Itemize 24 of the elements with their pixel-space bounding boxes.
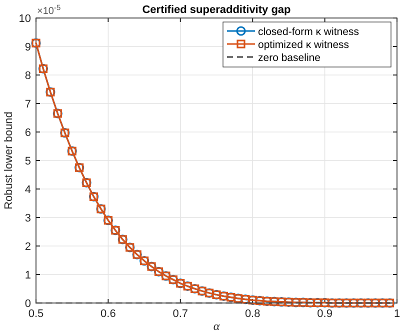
y-tick-label: 0 <box>24 298 31 310</box>
x-tick-label: 0.8 <box>244 308 260 320</box>
y-tick-label: 10 <box>18 13 31 25</box>
legend-label: zero baseline <box>258 52 321 64</box>
x-tick-label: 0.9 <box>317 308 332 320</box>
legend-label: optimized κ witness <box>258 39 350 51</box>
x-tick-label: 0.5 <box>28 308 44 320</box>
y-tick-label: 1 <box>24 270 31 282</box>
y-tick-label: 7 <box>24 98 31 110</box>
x-tick-label: 0.6 <box>100 308 116 320</box>
y-tick-label: 9 <box>24 42 31 54</box>
x-tick-label: 0.7 <box>172 308 188 320</box>
y-tick-label: 8 <box>24 70 31 82</box>
y-axis-title: Robust lower bound <box>3 112 15 210</box>
legend-label: closed-form κ witness <box>258 26 359 38</box>
y-tick-label: 5 <box>24 156 31 168</box>
x-tick-label: 1 <box>394 308 400 320</box>
text: ×10$^{-5}$ <box>37 2 61 17</box>
y-tick-label: 4 <box>24 184 31 196</box>
y-tick-label: 3 <box>24 212 31 224</box>
y-tick-label: 2 <box>24 241 31 253</box>
y-tick-label: 6 <box>24 127 31 139</box>
x-axis-title: α <box>213 319 220 333</box>
chart-title: Certified superadditivity gap <box>142 4 292 16</box>
